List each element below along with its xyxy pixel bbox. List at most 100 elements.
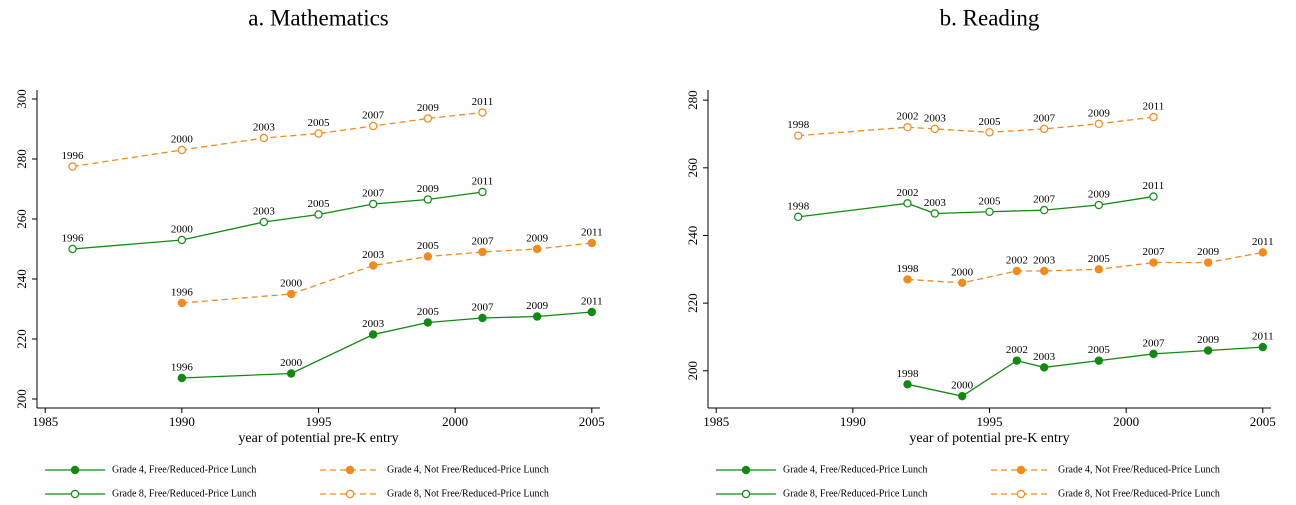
x-tick-label: 2000 — [1113, 414, 1139, 429]
point-label: 2009 — [526, 300, 549, 312]
y-tick-label: 200 — [685, 361, 700, 381]
point-label: 2002 — [897, 111, 919, 123]
point — [985, 207, 994, 216]
point-label: 2003 — [1033, 255, 1056, 267]
point-label: 2007 — [471, 302, 494, 314]
point — [478, 313, 487, 323]
y-tick-label: 260 — [685, 158, 700, 178]
point — [177, 145, 187, 155]
point — [368, 261, 378, 270]
legend-marker — [70, 465, 80, 475]
point — [1149, 192, 1158, 201]
point-label: 2005 — [1088, 344, 1111, 356]
legend-label: Grade 4, Not Free/Reduced-Price Lunch — [387, 464, 549, 475]
x-tick-label: 1985 — [32, 414, 58, 429]
point-label: 2011 — [472, 96, 494, 108]
y-tick-label: 200 — [14, 389, 29, 409]
point — [1094, 200, 1104, 210]
point — [1258, 342, 1268, 352]
chart-title: b. Reading — [940, 5, 1040, 30]
point-label: 2000 — [171, 224, 194, 236]
point-label: 2007 — [362, 188, 385, 200]
point-label: 2005 — [979, 195, 1002, 207]
point-label: 2007 — [362, 110, 385, 122]
point-label: 2011 — [1143, 180, 1165, 192]
point — [423, 318, 433, 327]
point-label: 2007 — [471, 236, 494, 248]
point — [1039, 205, 1049, 215]
x-axis-label: year of potential pre-K entry — [238, 431, 398, 446]
point — [1039, 266, 1049, 276]
legend-label: Grade 4, Free/Reduced-Price Lunch — [112, 464, 256, 475]
point-label: 2011 — [581, 227, 603, 239]
point — [478, 187, 487, 197]
point — [930, 124, 940, 134]
point-label: 1998 — [897, 368, 920, 380]
point-label: 2011 — [581, 296, 603, 308]
point-label: 1996 — [62, 233, 85, 245]
legend-label: Grade 4, Not Free/Reduced-Price Lunch — [1058, 464, 1220, 475]
point-label: 2003 — [362, 249, 385, 261]
point — [478, 108, 487, 117]
x-tick-label: 1995 — [306, 414, 332, 429]
point-label: 2009 — [1197, 334, 1220, 346]
legend-label: Grade 8, Not Free/Reduced-Price Lunch — [1058, 488, 1220, 499]
point — [903, 199, 912, 208]
legend-marker — [1016, 489, 1026, 499]
point-label: 2011 — [1252, 331, 1274, 343]
point-label: 2002 — [897, 187, 919, 199]
point — [587, 238, 597, 248]
legend-marker — [741, 465, 751, 475]
y-tick-label: 280 — [685, 90, 700, 110]
point-label: 2002 — [1006, 255, 1028, 267]
point — [985, 128, 994, 137]
point-label: 2000 — [280, 278, 303, 290]
point — [532, 244, 542, 254]
x-tick-label: 1985 — [703, 414, 729, 429]
point-label: 2007 — [1142, 246, 1165, 258]
point — [286, 289, 296, 299]
point — [587, 307, 597, 317]
point-label: 2003 — [924, 197, 947, 209]
y-tick-label: 220 — [14, 329, 29, 349]
point-label: 2007 — [1033, 194, 1056, 206]
point — [1039, 363, 1049, 372]
point — [177, 235, 187, 245]
point-label: 2005 — [308, 198, 331, 210]
x-tick-label: 1995 — [977, 414, 1003, 429]
series-line — [907, 251, 1263, 284]
y-tick-label: 260 — [14, 209, 29, 229]
point — [1094, 356, 1104, 365]
point — [1258, 248, 1268, 257]
point — [314, 210, 323, 219]
point — [793, 212, 803, 222]
point-label: 2003 — [253, 122, 276, 134]
point-label: 2005 — [308, 117, 331, 129]
point — [286, 369, 296, 378]
series-line — [72, 111, 483, 168]
point-label: 2009 — [417, 102, 440, 114]
point — [532, 312, 542, 321]
legend-label: Grade 8, Free/Reduced-Price Lunch — [112, 488, 256, 499]
y-tick-label: 280 — [14, 149, 29, 169]
point-label: 2000 — [951, 266, 974, 278]
point-label: 2003 — [362, 318, 385, 330]
point — [478, 247, 487, 257]
point — [957, 391, 967, 401]
point — [1012, 356, 1022, 365]
point-label: 2005 — [417, 306, 440, 318]
point — [930, 209, 940, 218]
point — [177, 298, 187, 308]
point-label: 2009 — [417, 183, 440, 195]
point — [1203, 258, 1213, 267]
point-label: 2009 — [1197, 246, 1220, 258]
point-label: 2003 — [1033, 351, 1056, 363]
x-tick-label: 2000 — [442, 414, 468, 429]
point — [1039, 124, 1049, 134]
point — [903, 123, 912, 132]
point — [423, 252, 433, 261]
point — [259, 133, 269, 143]
point — [68, 244, 77, 254]
point-label: 1996 — [171, 362, 194, 374]
